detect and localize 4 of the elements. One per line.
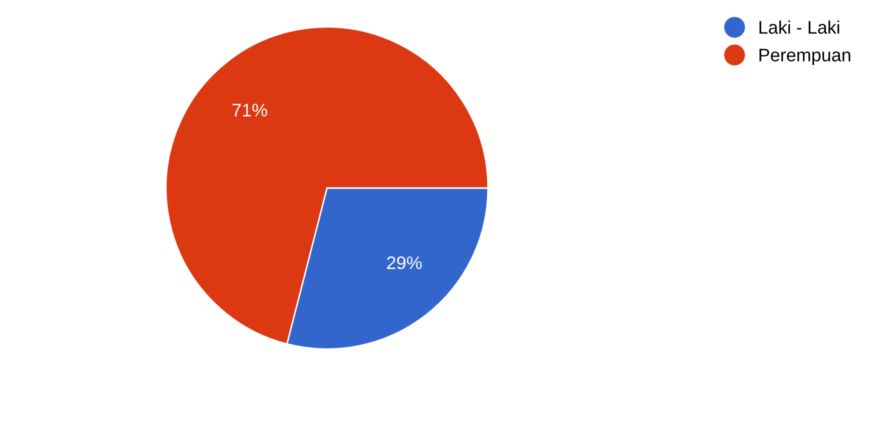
legend-label: Laki - Laki <box>760 20 840 34</box>
legend-label: Perempuan <box>760 48 850 66</box>
data-label: 29% <box>387 256 422 270</box>
data-label: 71% <box>232 104 268 116</box>
